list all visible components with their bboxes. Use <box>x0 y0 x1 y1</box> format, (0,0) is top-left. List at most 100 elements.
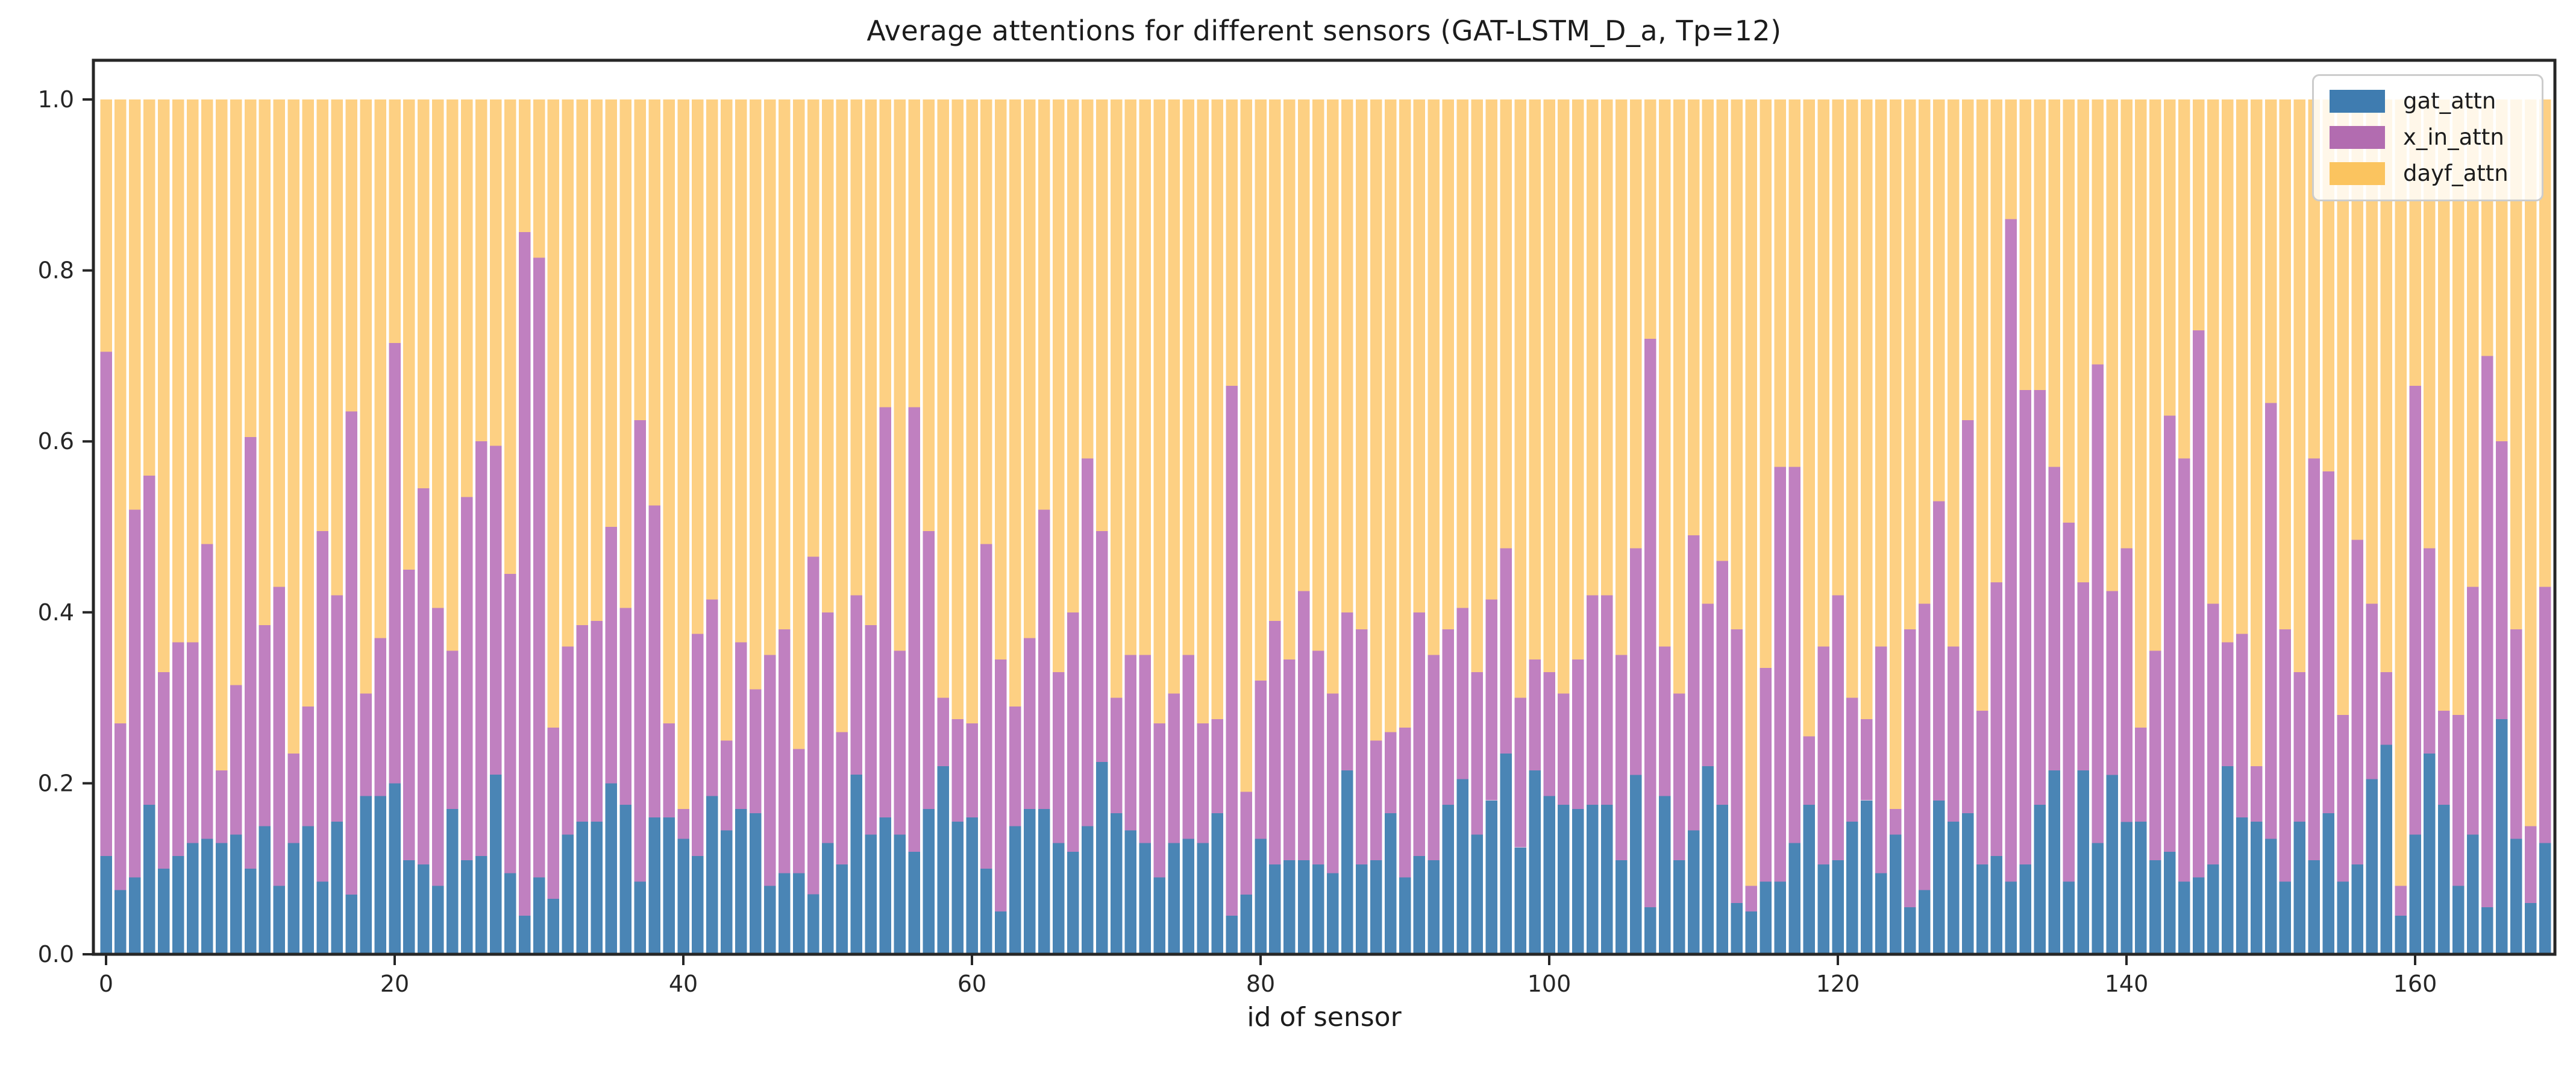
bar-segment-x_in_attn <box>692 634 704 856</box>
bar-segment-gat_attn <box>1009 826 1021 954</box>
bar-segment-x_in_attn <box>778 629 791 873</box>
bar-segment-gat_attn <box>1442 804 1455 954</box>
bar-segment-dayf_attn <box>504 99 516 574</box>
bar-segment-dayf_attn <box>1240 99 1252 792</box>
bar-segment-x_in_attn <box>2409 386 2421 835</box>
bar-segment-dayf_attn <box>937 99 949 698</box>
bar-segment-x_in_attn <box>923 531 935 809</box>
bar-segment-x_in_attn <box>1341 612 1353 771</box>
bar-segment-dayf_attn <box>2221 99 2234 643</box>
bar-segment-dayf_attn <box>1283 99 1296 659</box>
bar-segment-x_in_attn <box>158 672 170 869</box>
bar-segment-x_in_attn <box>1182 655 1194 839</box>
bar-segment-x_in_attn <box>576 625 589 822</box>
bar-segment-dayf_attn <box>2351 99 2363 540</box>
x-tick-label: 20 <box>380 971 409 997</box>
bar-segment-gat_attn <box>172 855 184 954</box>
bar-segment-gat_attn <box>2308 860 2321 954</box>
bar-segment-x_in_attn <box>129 509 141 878</box>
bar-segment-dayf_attn <box>2207 99 2219 604</box>
bar-segment-gat_attn <box>2395 916 2407 954</box>
bar-segment-dayf_attn <box>2048 99 2060 467</box>
bar-segment-x_in_attn <box>489 445 502 775</box>
bar-segment-gat_attn <box>1529 770 1541 954</box>
bar-segment-x_in_attn <box>518 231 531 916</box>
bar-segment-dayf_attn <box>1153 99 1166 724</box>
x-tick-label: 100 <box>1528 971 1572 997</box>
bar-segment-gat_attn <box>591 822 603 954</box>
bar-segment-dayf_attn <box>2178 99 2190 459</box>
bar-segment-gat_attn <box>489 775 502 954</box>
bar-segment-x_in_attn <box>504 574 516 873</box>
bar-segment-dayf_attn <box>778 99 791 630</box>
bar-segment-gat_attn <box>951 822 964 954</box>
bar-segment-gat_attn <box>2279 881 2292 954</box>
bar-segment-gat_attn <box>2164 851 2176 954</box>
bar-segment-gat_attn <box>721 830 733 954</box>
bar-segment-x_in_attn <box>1327 693 1339 873</box>
bar-segment-dayf_attn <box>619 99 631 608</box>
bar-segment-x_in_attn <box>605 527 617 784</box>
bar-segment-x_in_attn <box>1716 561 1729 805</box>
bar-segment-gat_attn <box>750 813 762 954</box>
bar-segment-gat_attn <box>1760 881 1772 954</box>
chart-title: Average attentions for different sensors… <box>867 14 1782 47</box>
bar-segment-x_in_attn <box>1197 723 1209 843</box>
bar-segment-gat_attn <box>1298 860 1310 954</box>
bar-segment-gat_attn <box>2106 775 2118 954</box>
x-tick-label: 0 <box>99 971 113 997</box>
bar-segment-gat_attn <box>2264 839 2277 954</box>
bar-segment-dayf_attn <box>663 99 675 724</box>
bar-segment-x_in_attn <box>2308 458 2321 861</box>
bar-segment-gat_attn <box>2510 839 2522 954</box>
bar-segment-x_in_attn <box>2293 672 2306 822</box>
bar-segment-gat_attn <box>2077 770 2089 954</box>
bar-segment-dayf_attn <box>316 99 328 532</box>
axes-spines <box>92 58 2557 956</box>
bar-segment-gat_attn <box>2337 881 2349 954</box>
bar-segment-dayf_attn <box>1890 99 1902 809</box>
bar-segment-x_in_attn <box>1673 693 1685 860</box>
bar-segment-x_in_attn <box>1543 672 1555 796</box>
y-tick-label: 0.6 <box>38 428 74 455</box>
bar-segment-gat_attn <box>2178 881 2190 954</box>
bar-segment-x_in_attn <box>201 544 213 839</box>
bar-segment-x_in_attn <box>894 650 906 835</box>
bar-segment-gat_attn <box>1774 881 1786 954</box>
bar-segment-dayf_attn <box>980 99 992 544</box>
bar-segment-x_in_attn <box>1760 668 1772 882</box>
bar-segment-x_in_attn <box>1702 603 1714 766</box>
bar-segment-dayf_attn <box>1485 99 1497 600</box>
bar-segment-x_in_attn <box>1053 672 1065 843</box>
bar-segment-gat_attn <box>2221 766 2234 954</box>
bar-segment-dayf_attn <box>706 99 718 600</box>
bar-segment-x_in_attn <box>591 621 603 822</box>
bar-segment-x_in_attn <box>1601 595 1613 805</box>
bar-segment-dayf_attn <box>1009 99 1021 707</box>
bar-segment-gat_attn <box>2250 822 2263 954</box>
bar-segment-x_in_attn <box>2092 364 2104 843</box>
bar-segment-gat_attn <box>2048 770 2060 954</box>
bar-segment-gat_attn <box>1702 766 1714 954</box>
bar-segment-gat_attn <box>995 911 1007 954</box>
bar-segment-dayf_attn <box>1226 99 1238 386</box>
bar-segment-x_in_attn <box>447 650 459 809</box>
bar-segment-dayf_attn <box>1139 99 1152 655</box>
bar-segment-x_in_attn <box>2510 629 2522 839</box>
bar-segment-dayf_attn <box>2293 99 2306 673</box>
bar-segment-x_in_attn <box>648 505 660 818</box>
bar-segment-gat_attn <box>792 873 805 954</box>
bar-segment-dayf_attn <box>114 99 127 724</box>
bar-segment-dayf_attn <box>1947 99 1960 647</box>
bar-segment-x_in_attn <box>2279 629 2292 882</box>
bar-segment-gat_attn <box>345 894 357 954</box>
bar-segment-gat_attn <box>562 834 574 954</box>
bar-segment-x_in_attn <box>2424 548 2436 754</box>
bar-segment-dayf_attn <box>1456 99 1468 608</box>
bar-segment-x_in_attn <box>287 753 300 843</box>
bar-segment-gat_attn <box>2207 864 2219 954</box>
bar-segment-gat_attn <box>432 886 444 954</box>
bar-segment-dayf_attn <box>1399 99 1411 728</box>
bar-segment-dayf_attn <box>1514 99 1526 698</box>
bar-segment-dayf_attn <box>2524 99 2537 826</box>
